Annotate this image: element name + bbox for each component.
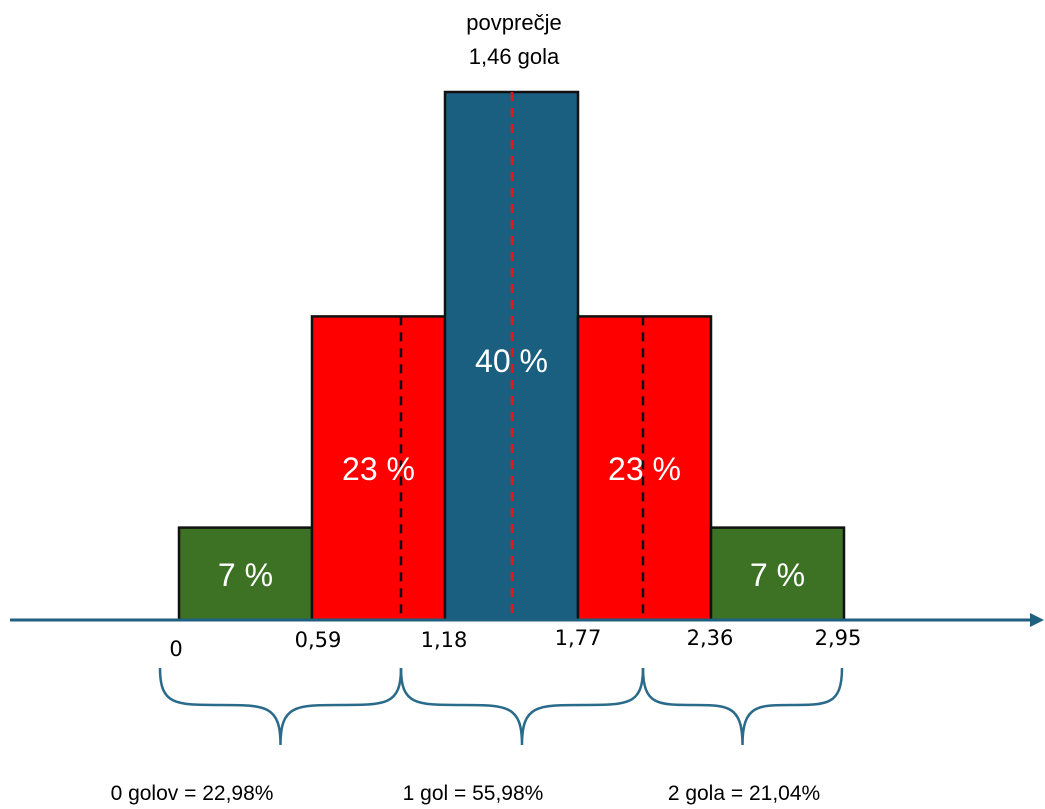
mean-label-line1: povprečje xyxy=(466,10,561,35)
bar-label-0: 7 % xyxy=(218,557,273,593)
bar-label-4: 7 % xyxy=(750,557,805,593)
brace-0 xyxy=(158,667,403,746)
bar-0 xyxy=(177,526,314,622)
tick-label-2: 1,18 xyxy=(421,628,468,652)
tick-label-5: 2,95 xyxy=(815,626,862,650)
group-summary-1: 1 gol = 55,98% xyxy=(403,782,544,805)
group-summary-0: 0 golov = 22,98% xyxy=(111,782,274,805)
tick-label-0: 0 xyxy=(169,637,182,661)
group-summary-2: 2 gola = 21,04% xyxy=(668,782,820,805)
axis-arrow xyxy=(1030,613,1044,627)
markers-layer xyxy=(399,92,645,620)
brace-2 xyxy=(641,667,844,746)
bar-label-1: 23 % xyxy=(342,451,415,487)
tick-label-1: 0,59 xyxy=(295,628,342,652)
bar-label-2: 40 % xyxy=(475,343,548,379)
bar-3 xyxy=(576,315,713,622)
bar-label-3: 23 % xyxy=(608,451,681,487)
braces-layer xyxy=(158,667,844,746)
brace-1 xyxy=(399,667,645,746)
tick-label-4: 2,36 xyxy=(687,626,734,650)
axis-layer xyxy=(10,613,1044,627)
mean-label-line2: 1,46 gola xyxy=(469,44,560,69)
bar-1 xyxy=(310,315,447,622)
tick-label-3: 1,77 xyxy=(555,626,602,650)
labels-layer: 7 % 23 % 40 % 23 % 7 % 0 0,59 1,18 1,77 2,36 2,95 0… xyxy=(111,343,862,805)
